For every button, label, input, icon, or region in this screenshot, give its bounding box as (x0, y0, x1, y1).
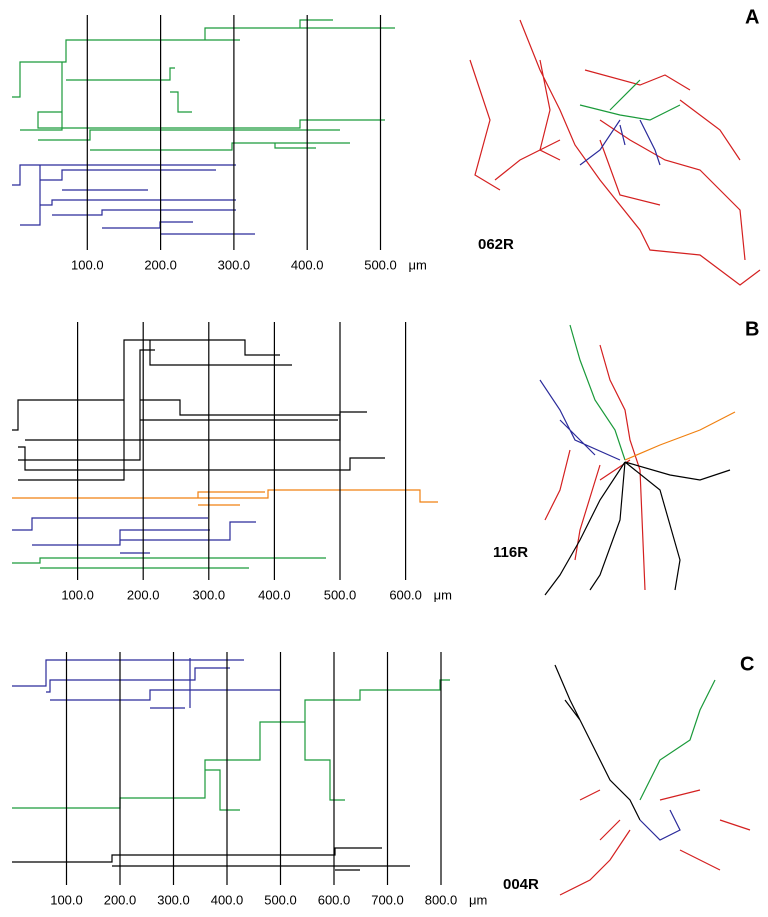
x-tick-label: 500.0 (364, 257, 397, 272)
x-tick-label: 600.0 (318, 892, 351, 907)
x-tick-label: 200.0 (104, 892, 137, 907)
x-tick-label: 700.0 (371, 892, 404, 907)
axis-unit: μm (434, 587, 452, 602)
dendrogram-a (12, 19, 395, 235)
x-tick-label: 400.0 (258, 587, 291, 602)
x-tick-label: 100.0 (71, 257, 104, 272)
x-tick-label: 600.0 (389, 587, 422, 602)
x-tick-label: 800.0 (425, 892, 458, 907)
x-tick-label: 500.0 (324, 587, 357, 602)
cell-id: 062R (478, 236, 514, 253)
neuron-b (539, 324, 736, 596)
x-tick-label: 200.0 (127, 587, 160, 602)
panel-label: A (745, 6, 759, 28)
x-tick-label: 400.0 (211, 892, 244, 907)
x-tick-label: 300.0 (193, 587, 226, 602)
x-tick-label: 100.0 (50, 892, 83, 907)
panel-label: C (740, 653, 754, 675)
x-tick-label: 300.0 (218, 257, 251, 272)
neuron-c (554, 664, 751, 896)
dendrogram-b (12, 339, 438, 569)
cell-id: 116R (493, 544, 528, 561)
x-tick-label: 100.0 (61, 587, 94, 602)
x-tick-label: 300.0 (157, 892, 190, 907)
x-tick-label: 500.0 (264, 892, 297, 907)
neuron-a (469, 19, 761, 286)
cell-id: 004R (503, 876, 539, 893)
axis-unit: μm (409, 257, 427, 272)
axis-unit: μm (469, 892, 487, 907)
x-tick-label: 200.0 (144, 257, 177, 272)
dendrogram-c (12, 658, 450, 871)
x-tick-label: 400.0 (291, 257, 324, 272)
panel-label: B (745, 318, 759, 340)
